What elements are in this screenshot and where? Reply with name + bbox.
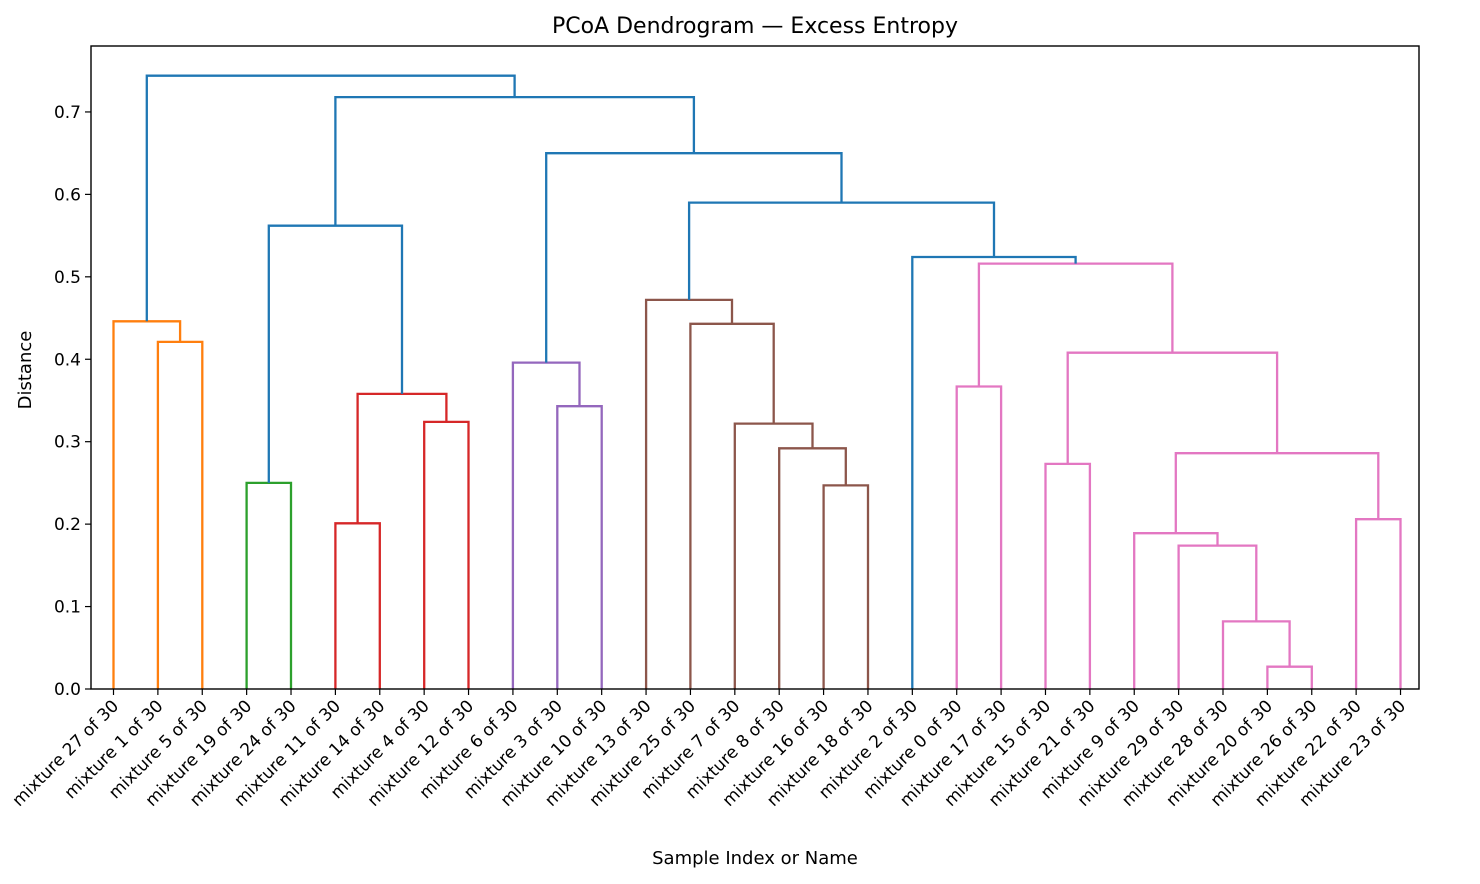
dendrogram-link	[1177, 544, 1258, 689]
dendrogram-link	[1354, 518, 1402, 689]
dendrogram-links	[112, 74, 1402, 689]
plot-frame	[90, 45, 1420, 690]
y-tick-label: 0.4	[54, 350, 81, 370]
dendrogram-link	[145, 74, 516, 322]
y-tick-label: 0.1	[54, 598, 81, 618]
dendrogram-link	[556, 405, 603, 689]
y-axis: 0.0 0.1 0.2 0.3 0.4 0.5 0.6 0.7	[54, 103, 91, 700]
dendrogram-link	[1266, 665, 1313, 689]
dendrogram-link	[112, 320, 182, 689]
dendrogram-link	[955, 385, 1003, 689]
dendrogram-link	[334, 522, 381, 689]
dendrogram-link	[687, 201, 996, 300]
y-tick-label: 0.3	[54, 433, 81, 453]
dendrogram-link	[644, 298, 734, 689]
dendrogram-link	[733, 422, 814, 689]
dendrogram-link	[977, 262, 1174, 387]
dendrogram-link	[689, 322, 775, 689]
y-axis-label: Distance	[15, 331, 36, 410]
dendrogram-link	[911, 255, 1077, 689]
dendrogram-link	[1044, 462, 1092, 689]
dendrogram-link	[1174, 452, 1380, 534]
dendrogram-link	[156, 340, 204, 689]
dendrogram-link	[1221, 620, 1291, 689]
y-tick-label: 0.0	[54, 680, 81, 700]
dendrogram-link	[822, 484, 870, 689]
y-tick-label: 0.7	[54, 103, 81, 123]
x-axis-label: Sample Index or Name	[652, 848, 858, 869]
dendrogram-link	[545, 152, 843, 363]
dendrogram-link	[356, 392, 448, 524]
y-tick-label: 0.6	[54, 185, 81, 205]
dendrogram-link	[423, 420, 470, 689]
y-tick-label: 0.2	[54, 515, 81, 535]
dendrogram-link	[245, 481, 293, 689]
dendrogram-link	[511, 361, 581, 689]
y-tick-label: 0.5	[54, 268, 81, 288]
dendrogram-link	[267, 224, 404, 483]
dendrogram-link	[1133, 532, 1219, 689]
dendrogram-link	[334, 95, 696, 226]
chart-title: PCoA Dendrogram — Excess Entropy	[552, 14, 958, 39]
dendrogram-link	[1066, 351, 1279, 464]
